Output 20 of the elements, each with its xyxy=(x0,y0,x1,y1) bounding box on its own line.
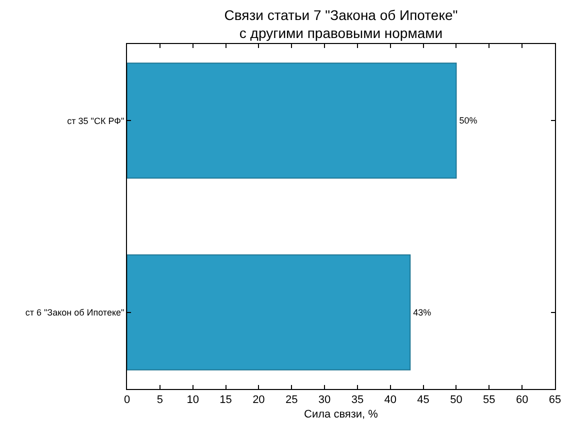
x-tick-label: 35 xyxy=(351,394,364,406)
data-label: 43% xyxy=(413,307,432,318)
x-tick-label: 10 xyxy=(186,394,199,406)
x-tick-label: 30 xyxy=(318,394,331,406)
x-tick-label: 20 xyxy=(252,394,265,406)
x-axis-title: Сила связи, % xyxy=(304,408,378,420)
x-tick-label: 55 xyxy=(483,394,496,406)
x-tick-label: 0 xyxy=(124,394,130,406)
chart-title: Связи статьи 7 "Закона об Ипотеке" с другими правовыми нормами xyxy=(224,7,458,42)
x-tick-label: 25 xyxy=(285,394,298,406)
y-tick-label: ст 6 "Закон об Ипотеке" xyxy=(25,307,124,318)
x-tick-label: 50 xyxy=(450,394,462,406)
x-tick-label: 65 xyxy=(548,394,562,406)
x-tick-label: 45 xyxy=(417,394,430,406)
data-label: 50% xyxy=(459,116,478,126)
x-tick-label: 40 xyxy=(384,394,397,406)
x-tick-label: 5 xyxy=(156,394,163,406)
x-tick-label: 15 xyxy=(220,394,232,406)
y-tick-label: ст 35 "СК РФ" xyxy=(67,116,124,126)
x-tick-label: 60 xyxy=(516,394,528,406)
